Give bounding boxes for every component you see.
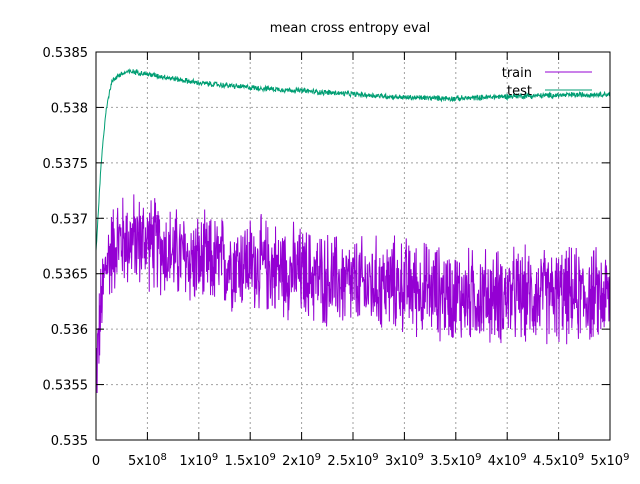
tick-labels: 0.535 0.5355 0.536 0.5365 0.537 0.5375 0.538 0.… [43,46,630,469]
tick-label-y: 0.536 [51,323,88,338]
tick-label-x: 3.5x109 [430,452,481,469]
tick-label-y: 0.5355 [43,379,89,394]
tick-label-x: 0 [92,454,100,469]
grid [96,52,610,440]
tick-label-y: 0.5365 [43,268,89,283]
ticks [95,51,611,441]
tick-label-x: 5x109 [591,452,630,469]
tick-label-y: 0.5385 [43,46,89,61]
tick-label-y: 0.537 [51,212,88,227]
tick-label-y: 0.5375 [43,157,89,172]
tick-label-x: 1x109 [179,452,218,469]
legend-label-train: train [502,66,532,81]
tick-label-x: 2x109 [282,452,321,469]
tick-label-x: 4x109 [488,452,527,469]
tick-label-x: 3x109 [385,452,424,469]
legend: train test [502,66,592,99]
legend-label-test: test [507,84,532,99]
tick-label-y: 0.538 [51,101,88,116]
series-line-train [95,194,611,393]
tick-label-x: 5x108 [128,452,167,469]
chart-title: mean cross entropy eval [270,21,431,36]
series-layer [95,68,611,393]
tick-label-y: 0.535 [51,434,88,449]
tick-label-x: 4.5x109 [533,452,584,469]
series-line-test [95,68,611,251]
tick-label-x: 1.5x109 [225,452,276,469]
tick-label-x: 2.5x109 [327,452,378,469]
